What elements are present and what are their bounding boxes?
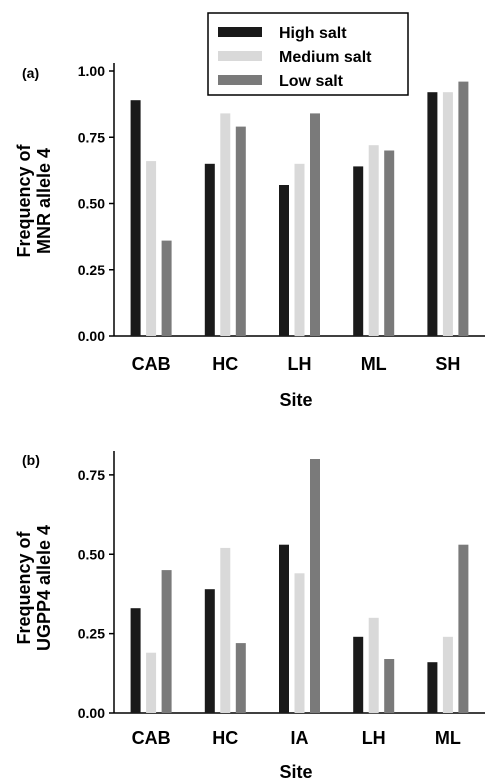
y-axis-label-line1: Frequency of: [14, 143, 34, 257]
y-tick-label: 0.00: [78, 705, 105, 721]
y-tick-label: 0.75: [78, 129, 105, 145]
y-tick-label: 0.25: [78, 626, 105, 642]
bar-ia-low-salt: [310, 459, 320, 713]
x-tick-label: LH: [362, 728, 386, 748]
x-axis-label: Site: [279, 390, 312, 410]
x-tick-label: CAB: [132, 354, 171, 374]
legend-label-high-salt: High salt: [279, 25, 347, 42]
bar-ml-medium-salt: [368, 145, 379, 336]
y-tick-label: 0.50: [78, 546, 105, 562]
bar-ml-high-salt: [353, 166, 364, 336]
y-tick-label: 0.75: [78, 467, 105, 483]
bar-hc-high-salt: [204, 163, 215, 337]
bar-cab-low-salt: [161, 240, 172, 336]
bar-ml-low-salt: [458, 544, 469, 713]
bar-lh-high-salt: [353, 636, 364, 713]
bars: [130, 459, 469, 714]
bar-cab-high-salt: [130, 608, 141, 713]
bar-cab-high-salt: [130, 100, 141, 336]
bar-hc-medium-salt: [220, 547, 231, 713]
y-axis-label-line2: MNR allele 4: [34, 148, 54, 254]
x-tick-label: ML: [435, 728, 461, 748]
bar-ml-low-salt: [384, 150, 395, 336]
bar-ia-high-salt: [279, 544, 289, 713]
bars: [130, 81, 469, 337]
bar-lh-medium-salt: [368, 617, 379, 714]
x-tick-label: LH: [288, 354, 312, 374]
bar-sh-medium-salt: [442, 92, 453, 336]
chart-panel-b: (b) Frequency of UGPP4 allele 4 Site 0.0…: [14, 451, 485, 782]
x-tick-label: IA: [291, 728, 309, 748]
bar-sh-low-salt: [458, 81, 469, 336]
legend-label-medium-salt: Medium salt: [279, 49, 372, 66]
bar-lh-low-salt: [310, 113, 320, 337]
panel-label: (b): [22, 452, 40, 468]
x-tick-label: CAB: [132, 728, 171, 748]
bar-cab-medium-salt: [146, 652, 157, 713]
y-tick-label: 0.25: [78, 262, 105, 278]
legend-label-low-salt: Low salt: [279, 73, 344, 90]
chart-panel-a: (a) Frequency of MNR allele 4 Site 0.000…: [14, 63, 485, 410]
axes: 0.00 0.25 0.50 0.75 CAB HC IA LH ML: [78, 451, 485, 748]
y-tick-label: 1.00: [78, 63, 105, 79]
bar-hc-low-salt: [235, 126, 246, 336]
bar-sh-high-salt: [427, 92, 438, 336]
legend-swatch-medium-salt: [218, 51, 262, 61]
axes: 0.00 0.25 0.50 0.75 1.00 CAB HC LH ML SH: [78, 63, 485, 374]
bar-lh-high-salt: [279, 185, 289, 336]
x-tick-label: SH: [435, 354, 460, 374]
bar-lh-medium-salt: [294, 163, 305, 337]
y-axis-label-line2: UGPP4 allele 4: [34, 525, 54, 651]
bar-hc-high-salt: [204, 589, 215, 713]
bar-ia-medium-salt: [294, 573, 305, 713]
bar-cab-low-salt: [161, 570, 172, 713]
bar-lh-low-salt: [384, 659, 395, 713]
x-tick-label: HC: [212, 354, 238, 374]
bar-hc-low-salt: [235, 643, 246, 713]
x-axis-label: Site: [279, 762, 312, 782]
bar-hc-medium-salt: [220, 113, 231, 337]
x-tick-label: HC: [212, 728, 238, 748]
y-tick-label: 0.50: [78, 196, 105, 212]
x-tick-label: ML: [361, 354, 387, 374]
y-axis-label-line1: Frequency of: [14, 530, 34, 644]
legend-swatch-high-salt: [218, 27, 262, 37]
panel-label: (a): [22, 65, 39, 81]
legend: High salt Medium salt Low salt: [207, 12, 409, 96]
bar-ml-high-salt: [427, 662, 438, 713]
y-tick-label: 0.00: [78, 328, 105, 344]
bar-cab-medium-salt: [146, 161, 157, 336]
legend-swatch-low-salt: [218, 75, 262, 85]
bar-ml-medium-salt: [442, 636, 453, 713]
